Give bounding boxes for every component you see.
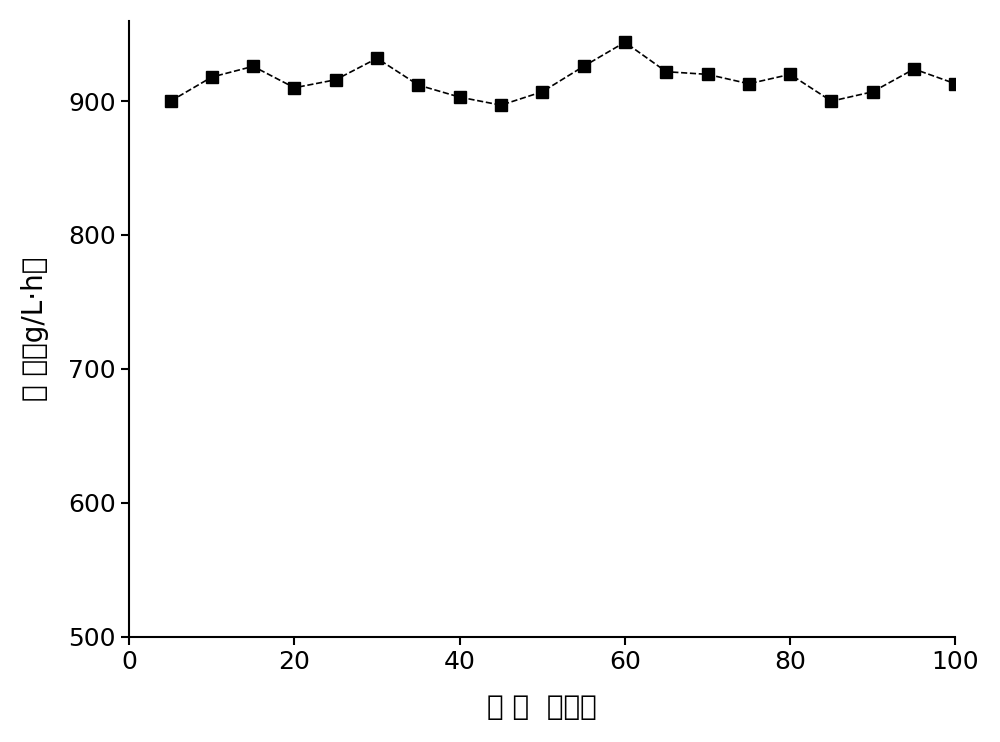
X-axis label: 时 间  （ｈ）: 时 间 （ｈ）: [487, 693, 597, 721]
Y-axis label: 收 率（g/L·h）: 收 率（g/L·h）: [21, 257, 49, 401]
